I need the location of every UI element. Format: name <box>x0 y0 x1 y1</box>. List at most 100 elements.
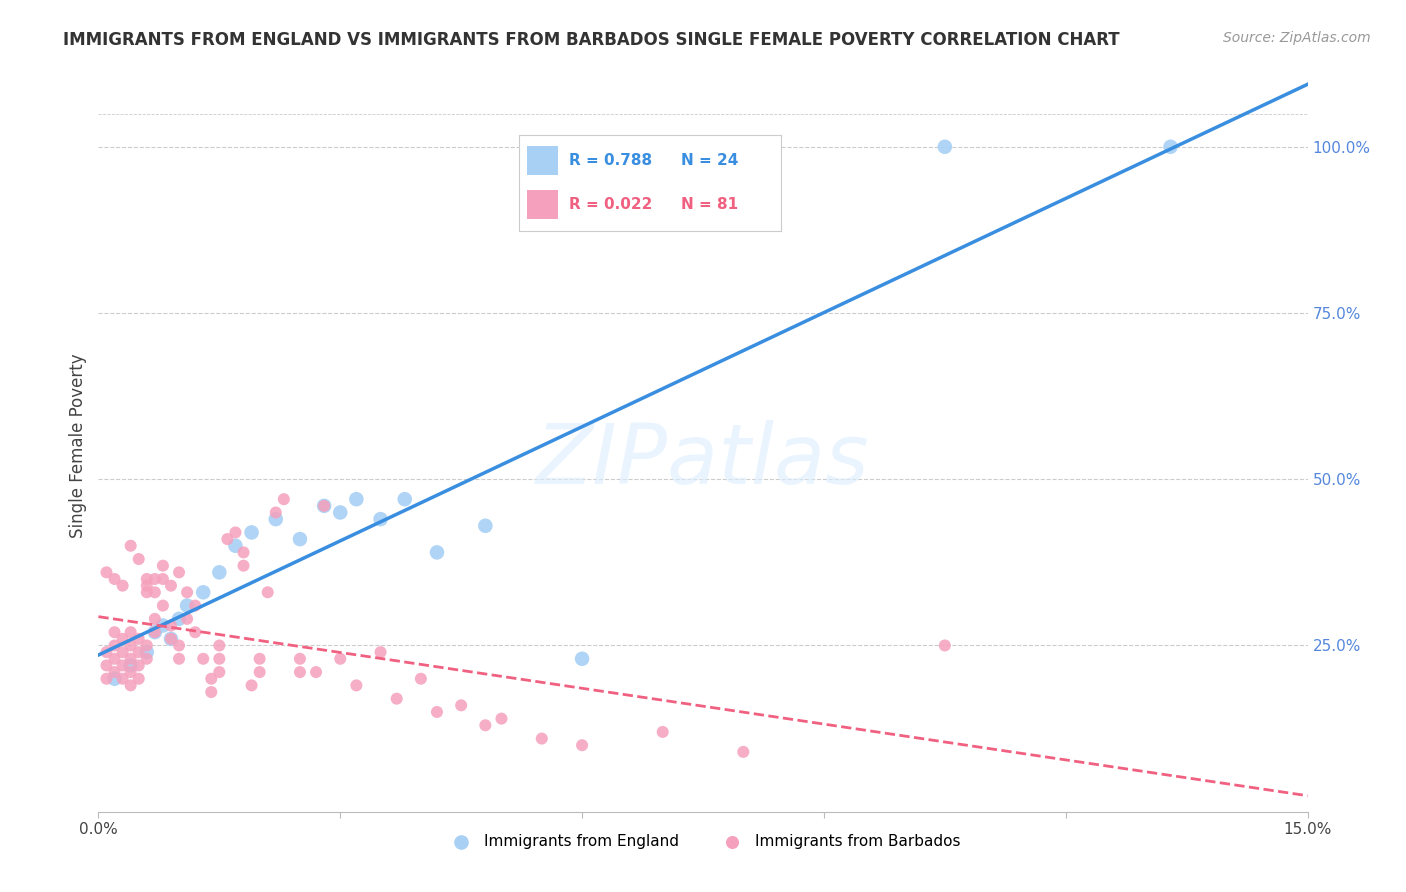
Point <box>530 731 553 746</box>
Text: ZIPatlas: ZIPatlas <box>536 420 870 501</box>
Point <box>314 499 336 513</box>
Point <box>344 492 367 507</box>
Point <box>152 599 174 613</box>
Point <box>135 645 157 659</box>
Point <box>96 645 118 659</box>
Point <box>224 525 246 540</box>
Point <box>208 639 231 653</box>
Point <box>111 672 134 686</box>
Point <box>111 579 134 593</box>
Point <box>103 665 125 679</box>
Point <box>128 552 150 566</box>
Point <box>370 512 392 526</box>
Point <box>409 672 432 686</box>
Point <box>120 639 142 653</box>
Point <box>329 506 352 520</box>
Point <box>167 639 190 653</box>
Point <box>249 652 271 666</box>
Point <box>103 672 125 686</box>
Point <box>167 612 190 626</box>
Point <box>249 665 271 679</box>
Point <box>394 492 416 507</box>
Text: IMMIGRANTS FROM ENGLAND VS IMMIGRANTS FROM BARBADOS SINGLE FEMALE POVERTY CORREL: IMMIGRANTS FROM ENGLAND VS IMMIGRANTS FR… <box>63 31 1121 49</box>
Point <box>474 518 496 533</box>
Point <box>314 499 336 513</box>
Point <box>143 625 166 640</box>
Point <box>120 539 142 553</box>
Point <box>152 558 174 573</box>
Point <box>385 691 408 706</box>
Point <box>152 572 174 586</box>
Point <box>264 506 287 520</box>
Y-axis label: Single Female Poverty: Single Female Poverty <box>69 354 87 538</box>
Point <box>934 639 956 653</box>
Point <box>143 625 166 640</box>
Point <box>135 572 157 586</box>
Point <box>152 618 174 632</box>
Point <box>128 632 150 646</box>
Point <box>450 698 472 713</box>
Point <box>571 738 593 752</box>
Point <box>176 599 198 613</box>
Point <box>96 672 118 686</box>
Point <box>264 512 287 526</box>
Point <box>128 658 150 673</box>
Point <box>143 612 166 626</box>
Point <box>128 645 150 659</box>
Point <box>143 585 166 599</box>
Point <box>103 625 125 640</box>
Point <box>305 665 328 679</box>
Point <box>160 579 183 593</box>
Point <box>120 652 142 666</box>
Point <box>208 665 231 679</box>
Point <box>426 705 449 719</box>
Point <box>474 718 496 732</box>
Point <box>240 525 263 540</box>
Point <box>167 652 190 666</box>
Point <box>160 632 183 646</box>
Point <box>571 652 593 666</box>
Bar <box>527 190 558 219</box>
Point <box>176 612 198 626</box>
Legend: Immigrants from England, Immigrants from Barbados: Immigrants from England, Immigrants from… <box>439 828 967 855</box>
Point <box>256 585 278 599</box>
Point <box>273 492 295 507</box>
Point <box>103 572 125 586</box>
Point <box>103 652 125 666</box>
Point <box>111 645 134 659</box>
Point <box>143 572 166 586</box>
Point <box>200 685 222 699</box>
Point <box>934 140 956 154</box>
Point <box>120 625 142 640</box>
Text: N = 24: N = 24 <box>681 153 738 168</box>
Point <box>240 678 263 692</box>
Point <box>135 639 157 653</box>
Point <box>370 645 392 659</box>
Text: R = 0.022: R = 0.022 <box>568 197 652 212</box>
Point <box>103 639 125 653</box>
Point <box>1160 140 1182 154</box>
Point <box>344 678 367 692</box>
Point <box>96 566 118 580</box>
Point <box>135 585 157 599</box>
Point <box>184 599 207 613</box>
Point <box>135 579 157 593</box>
Point <box>208 652 231 666</box>
Text: R = 0.788: R = 0.788 <box>568 153 652 168</box>
Point <box>288 665 311 679</box>
Point <box>111 632 134 646</box>
Point <box>217 532 239 546</box>
Point <box>224 539 246 553</box>
Point <box>120 665 142 679</box>
Point <box>160 632 183 646</box>
Point <box>232 558 254 573</box>
Point <box>176 585 198 599</box>
Text: Source: ZipAtlas.com: Source: ZipAtlas.com <box>1223 31 1371 45</box>
Point <box>184 625 207 640</box>
Point <box>491 712 513 726</box>
Point <box>120 678 142 692</box>
Point <box>329 652 352 666</box>
Bar <box>527 146 558 175</box>
Point <box>193 585 215 599</box>
Point <box>120 658 142 673</box>
